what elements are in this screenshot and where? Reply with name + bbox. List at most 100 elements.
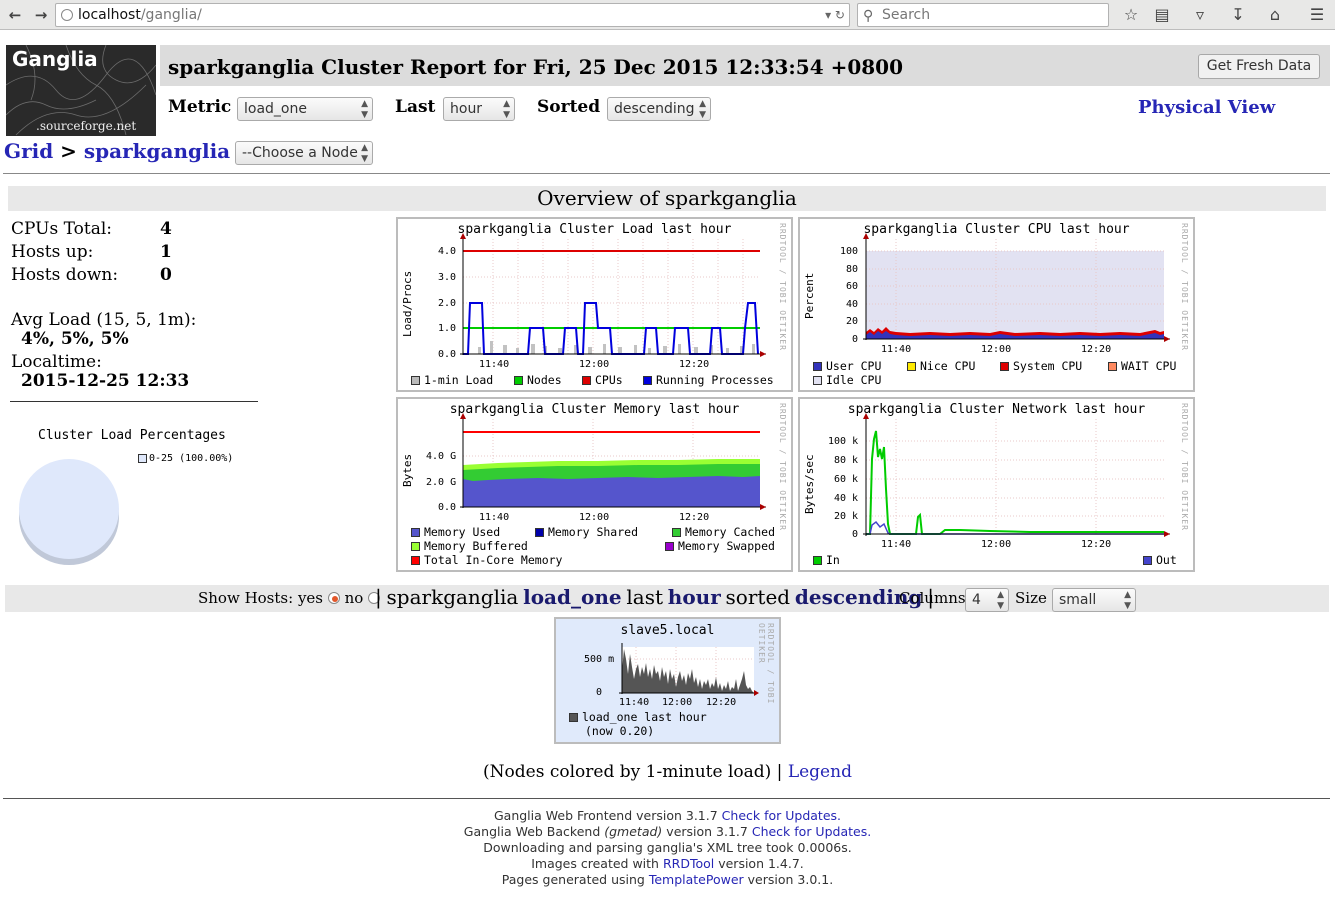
legend-item: CPUs	[582, 373, 623, 387]
legend-label: In	[826, 553, 840, 567]
cluster-network-graph[interactable]: sparkganglia Cluster Network last hour R…	[798, 397, 1195, 572]
x-tick: 12:00	[662, 697, 692, 708]
size-select[interactable]: small ▲ ▼	[1052, 588, 1136, 612]
cluster-cpu-graph[interactable]: sparkganglia Cluster CPU last hour RRDTO…	[798, 217, 1195, 392]
legend-item: Idle CPU	[813, 373, 881, 387]
cpu-graph-plot: 100 80 60 40 20 0 11:40 12:00 12:20	[840, 233, 1170, 355]
y-tick: 100	[840, 246, 858, 257]
metric-select[interactable]: load_one ▲ ▼	[237, 97, 373, 121]
x-tick: 12:00	[579, 512, 609, 523]
legend-swatch	[1108, 362, 1117, 371]
rrdtool-link[interactable]: RRDTool	[662, 856, 715, 871]
load-graph-plot: 4.0 3.0 2.0 1.0 0.0 11:40 12:00 12:20	[438, 233, 766, 370]
hosts-up-value: 1	[160, 242, 172, 262]
footer-text: Ganglia Web Frontend version 3.1.7	[493, 808, 718, 823]
legend-item: Nice CPU	[907, 359, 975, 373]
host-graph-slave5[interactable]: slave5.local RRDTOOL / TOBI OETIKER 500 …	[554, 617, 781, 744]
legend-swatch	[672, 528, 681, 537]
reading-list-icon[interactable]: ▤	[1154, 5, 1170, 24]
nodes-color-note: (Nodes colored by 1-minute load) | Legen…	[0, 762, 1335, 782]
y-tick: 3.0	[438, 272, 456, 283]
last-label: Last	[395, 97, 436, 117]
cpus-total-label: CPUs Total:	[11, 219, 112, 239]
y-tick: 0	[852, 529, 858, 540]
reload-icon[interactable]: ▾ ↻	[825, 8, 845, 22]
select-arrows-icon: ▲ ▼	[1124, 590, 1131, 611]
page-title: sparkganglia Cluster Report for Fri, 25 …	[168, 55, 903, 79]
cluster-load-graph[interactable]: sparkganglia Cluster Load last hour RRDT…	[396, 217, 793, 392]
header-band	[160, 45, 1330, 86]
network-graph-plot: 100 k 80 k 60 k 40 k 20 k 0 11:40 12:00 …	[828, 413, 1170, 550]
y-tick: 0	[596, 687, 602, 698]
footer-line: Images created with RRDTool version 1.4.…	[0, 856, 1335, 872]
y-tick: 0.0	[438, 502, 456, 513]
get-fresh-data-button[interactable]: Get Fresh Data	[1198, 54, 1320, 79]
cluster-memory-graph[interactable]: sparkganglia Cluster Memory last hour RR…	[396, 397, 793, 572]
legend-label: Memory Buffered	[424, 539, 528, 553]
legend-item: In	[813, 553, 840, 567]
legend-item: Out	[1143, 553, 1177, 567]
url-bar[interactable]: localhost/ganglia/ ▾ ↻	[55, 3, 850, 27]
check-updates-frontend-link[interactable]: Check for Updates.	[721, 808, 842, 823]
menu-icon[interactable]: ☰	[1309, 5, 1325, 24]
pie-legend-label: 0-25 (100.00%)	[149, 453, 234, 464]
legend-link[interactable]: Legend	[787, 762, 852, 782]
x-tick: 12:00	[981, 539, 1011, 550]
avg-load-label: Avg Load (15, 5, 1m):	[11, 310, 197, 330]
sort-select[interactable]: descending ▲ ▼	[607, 97, 711, 121]
select-arrows-icon: ▲ ▼	[503, 99, 510, 120]
show-hosts-yes-radio[interactable]	[327, 592, 340, 604]
separator: |	[927, 585, 934, 609]
home-icon[interactable]: ⌂	[1269, 5, 1281, 24]
legend-item: System CPU	[1000, 359, 1082, 373]
range-select-value: hour	[450, 101, 483, 117]
y-tick: 2.0	[438, 298, 456, 309]
breadcrumb-grid-link[interactable]: Grid	[4, 139, 54, 163]
columns-select[interactable]: 4 ▲ ▼	[965, 588, 1009, 612]
choose-node-select-value: --Choose a Node	[242, 145, 358, 161]
pie-legend-swatch	[138, 453, 147, 463]
grid-lines	[622, 647, 754, 693]
legend-label: Total In-Core Memory	[424, 553, 563, 567]
legend-label: load_one last hour	[582, 710, 707, 724]
show-hosts-no-radio[interactable]	[368, 592, 381, 604]
metric-label: Metric	[168, 97, 232, 117]
legend-label: System CPU	[1013, 359, 1083, 373]
check-updates-backend-link[interactable]: Check for Updates.	[751, 824, 872, 839]
ganglia-logo[interactable]: Ganglia .sourceforge.net	[6, 45, 156, 136]
forward-icon[interactable]: →	[34, 6, 48, 24]
show-hosts-group: Show Hosts: yes no	[198, 585, 381, 612]
legend-swatch	[582, 376, 591, 385]
select-arrows-icon: ▲ ▼	[361, 143, 368, 164]
columns-select-value: 4	[972, 592, 981, 608]
legend-label: Nodes	[527, 373, 562, 387]
rrdtool-credit: RRDTOOL / TOBI OETIKER	[757, 623, 775, 705]
overview-title: Overview of sparkganglia	[8, 186, 1326, 211]
footer-text: Images created with	[531, 856, 659, 871]
footer-text: (gmetad)	[604, 824, 663, 839]
show-hosts-yes-label: yes	[297, 589, 324, 607]
download-icon[interactable]: ↧	[1231, 5, 1245, 24]
breadcrumb-separator: >	[60, 139, 77, 163]
x-tick: 12:20	[706, 697, 736, 708]
pocket-icon[interactable]: ▿	[1195, 5, 1205, 24]
breadcrumb-cluster-link[interactable]: sparkganglia	[83, 139, 231, 163]
logo-title: Ganglia	[12, 47, 98, 71]
series-in	[866, 430, 1164, 535]
bookmark-star-icon[interactable]: ☆	[1123, 5, 1139, 24]
search-input[interactable]: ⚲ Search	[857, 3, 1109, 27]
search-placeholder: Search	[882, 7, 931, 23]
footer-line: Downloading and parsing ganglia's XML tr…	[483, 840, 852, 855]
legend-label: Nice CPU	[920, 359, 976, 373]
back-icon[interactable]: ←	[8, 6, 22, 24]
legend-item: Memory Cached	[672, 525, 775, 539]
physical-view-link[interactable]: Physical View	[1138, 97, 1276, 118]
choose-node-select[interactable]: --Choose a Node ▲ ▼	[235, 141, 373, 165]
sorted-label: Sorted	[537, 97, 601, 117]
y-tick: 60 k	[834, 474, 858, 485]
range-select[interactable]: hour ▲ ▼	[443, 97, 515, 121]
templatepower-link[interactable]: TemplatePower	[648, 872, 744, 887]
memory-graph-plot: 4.0 G 2.0 G 0.0 11:40 12:00 12:20	[426, 413, 766, 523]
graph-title: sparkganglia Cluster Memory last hour	[449, 402, 740, 417]
x-tick: 12:20	[1081, 539, 1111, 550]
